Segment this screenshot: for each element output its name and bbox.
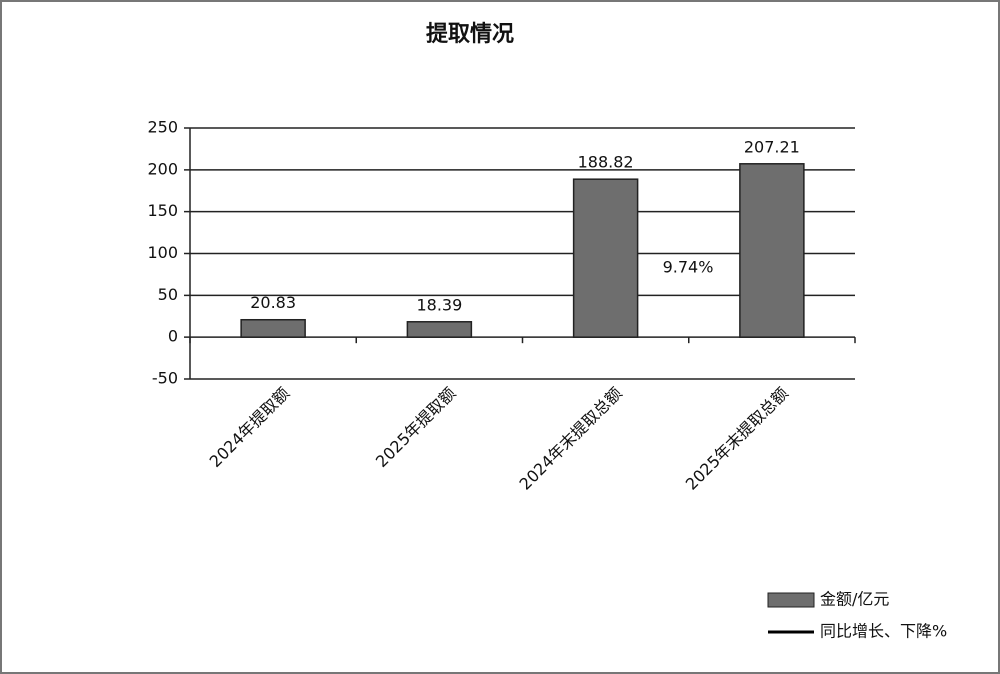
data-label: 18.39	[416, 295, 462, 314]
bar	[739, 163, 805, 338]
annotation: 9.74%	[663, 258, 714, 277]
legend-swatch	[767, 592, 815, 608]
data-label: 20.83	[250, 293, 296, 312]
y-tick-label: -50	[152, 369, 178, 388]
y-tick-label: 200	[147, 159, 178, 178]
legend-label: 金额/亿元	[820, 590, 889, 609]
bar	[406, 321, 473, 338]
y-tick-label: 150	[147, 201, 178, 220]
y-tick-label: 0	[168, 327, 178, 346]
bar	[572, 178, 639, 338]
chart-title: 提取情况	[426, 21, 514, 47]
legend-label: 同比增长、下降%	[820, 622, 947, 641]
bar	[240, 318, 306, 338]
y-tick-label: 250	[147, 118, 178, 137]
data-label: 188.82	[578, 153, 634, 172]
data-label: 207.21	[744, 137, 800, 156]
y-tick-label: 100	[147, 243, 178, 262]
y-tick-label: 50	[158, 285, 178, 304]
